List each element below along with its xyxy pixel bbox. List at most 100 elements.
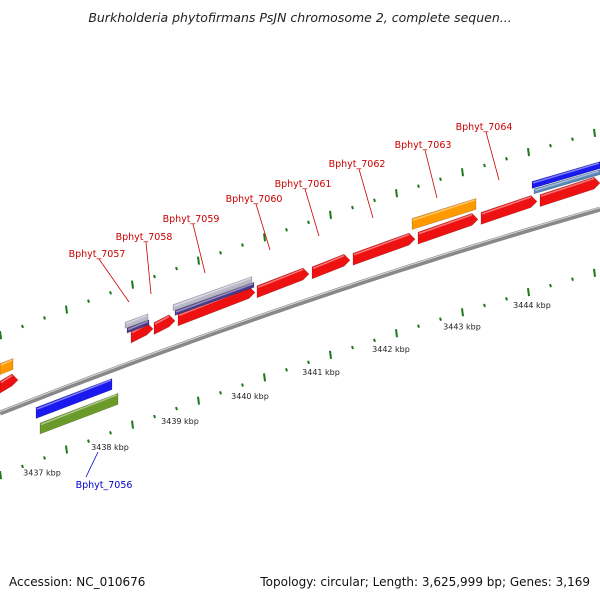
tick-dot bbox=[87, 439, 90, 443]
purple-band-shine bbox=[127, 320, 149, 331]
tick-dot bbox=[571, 277, 574, 281]
tick-dot bbox=[241, 383, 244, 387]
scale-label: 3440 kbp bbox=[231, 392, 269, 401]
tick-dot bbox=[461, 308, 464, 317]
tick-dot bbox=[307, 220, 310, 225]
tick-dot bbox=[307, 360, 310, 365]
tick-dot bbox=[395, 189, 398, 198]
cds-arrow bbox=[0, 373, 19, 394]
tick-dot bbox=[197, 256, 200, 265]
scale-label: 3437 kbp bbox=[23, 469, 61, 478]
tick-dot bbox=[65, 305, 68, 314]
olive-feature bbox=[39, 392, 119, 435]
steel-band-shine bbox=[534, 170, 600, 192]
blue-band-shine bbox=[532, 162, 600, 184]
cds-arrow-shine bbox=[481, 196, 532, 215]
tick-dot bbox=[571, 137, 574, 141]
leader-line bbox=[358, 168, 374, 219]
tick-dot bbox=[175, 266, 178, 271]
tick-dots bbox=[0, 128, 596, 480]
cds-arrow bbox=[480, 195, 538, 225]
tick-dot bbox=[87, 299, 90, 303]
tick-dot bbox=[263, 233, 266, 242]
tick-dot bbox=[373, 198, 376, 203]
tick-dot bbox=[417, 184, 420, 188]
gray-band-shine bbox=[173, 277, 252, 307]
tick-dot bbox=[505, 296, 508, 301]
cds-arrow bbox=[539, 176, 600, 207]
tick-dot bbox=[527, 288, 530, 297]
scale-labels: 3437 kbp 3438 kbp 3439 kbp 3440 kbp 3441 kbp… bbox=[23, 301, 551, 478]
purple-band-shine bbox=[175, 283, 254, 313]
cds-arrow-shine bbox=[353, 233, 410, 256]
tick-dot bbox=[0, 330, 2, 340]
olive-feature-shine bbox=[40, 394, 118, 426]
gene-label: Bphyt_7061 bbox=[275, 179, 332, 190]
gene-label: Bphyt_7059 bbox=[163, 214, 220, 225]
cds-arrow-shine bbox=[312, 255, 345, 270]
gene-label: Bphyt_7062 bbox=[329, 159, 386, 170]
gray-band bbox=[172, 276, 253, 312]
purple-band bbox=[174, 281, 255, 316]
tick-dot bbox=[131, 420, 134, 429]
features bbox=[0, 161, 600, 435]
tick-dot bbox=[65, 445, 68, 454]
tick-dot bbox=[153, 274, 156, 279]
cds-arrow bbox=[417, 212, 479, 245]
scale-label: 3442 kbp bbox=[372, 345, 410, 354]
tick-dot bbox=[593, 268, 596, 277]
tick-dot bbox=[109, 291, 112, 295]
tick-dot bbox=[153, 414, 156, 419]
gene-labels: Bphyt_7056 Bphyt_7057 Bphyt_7058 Bphyt_7059… bbox=[69, 122, 513, 491]
tick-dot bbox=[0, 470, 2, 480]
tick-dot bbox=[439, 317, 442, 321]
tick-dot bbox=[131, 280, 134, 289]
label-leaders bbox=[85, 131, 500, 478]
leader-line bbox=[424, 149, 438, 199]
tick-dot bbox=[373, 338, 376, 343]
leader-line bbox=[98, 258, 130, 303]
tick-dot bbox=[197, 396, 200, 405]
tick-dot bbox=[527, 148, 530, 157]
tick-dot bbox=[175, 406, 178, 411]
gene-label: Bphyt_7063 bbox=[395, 140, 452, 151]
gene-label: Bphyt_7060 bbox=[226, 194, 283, 205]
tick-dot bbox=[263, 373, 266, 382]
orange-feature-shine bbox=[0, 359, 13, 366]
tick-dot bbox=[395, 329, 398, 338]
orange-feature-shine bbox=[412, 199, 476, 221]
steel-band bbox=[533, 169, 600, 195]
scale-label: 3444 kbp bbox=[513, 301, 551, 310]
tick-dot bbox=[505, 156, 508, 161]
leader-line bbox=[192, 223, 206, 274]
blue-feature bbox=[35, 378, 113, 419]
tick-dot bbox=[593, 128, 596, 137]
cds-arrow-shine bbox=[540, 177, 595, 197]
gray-band-shine bbox=[125, 314, 148, 325]
tick-dot bbox=[285, 227, 288, 232]
cds-arrow-shine bbox=[154, 315, 170, 325]
orange-feature bbox=[0, 358, 14, 375]
tick-dot bbox=[483, 303, 486, 308]
cds-arrow-shine bbox=[418, 214, 473, 235]
cds-arrow-shine bbox=[0, 374, 13, 384]
cds-arrow bbox=[311, 253, 351, 280]
chart-title: Burkholderia phytofirmans PsJN chromosom… bbox=[88, 10, 512, 25]
leader-line bbox=[485, 131, 500, 181]
scale-label: 3443 kbp bbox=[443, 322, 481, 331]
gene-label: Bphyt_7057 bbox=[69, 249, 126, 260]
scale-label: 3438 kbp bbox=[91, 443, 129, 452]
gene-label: Bphyt_7064 bbox=[456, 122, 513, 133]
leader-line bbox=[255, 203, 271, 251]
cds-arrow-shine bbox=[257, 268, 304, 288]
tick-dot bbox=[219, 250, 222, 255]
tick-dot bbox=[109, 431, 112, 435]
scale-label: 3441 kbp bbox=[302, 368, 340, 377]
leader-line bbox=[85, 451, 99, 478]
tick-dot bbox=[549, 283, 552, 288]
tick-dot bbox=[43, 316, 46, 320]
purple-band bbox=[126, 319, 150, 334]
backbone-line bbox=[0, 206, 600, 416]
backbone-highlight bbox=[0, 207, 600, 413]
